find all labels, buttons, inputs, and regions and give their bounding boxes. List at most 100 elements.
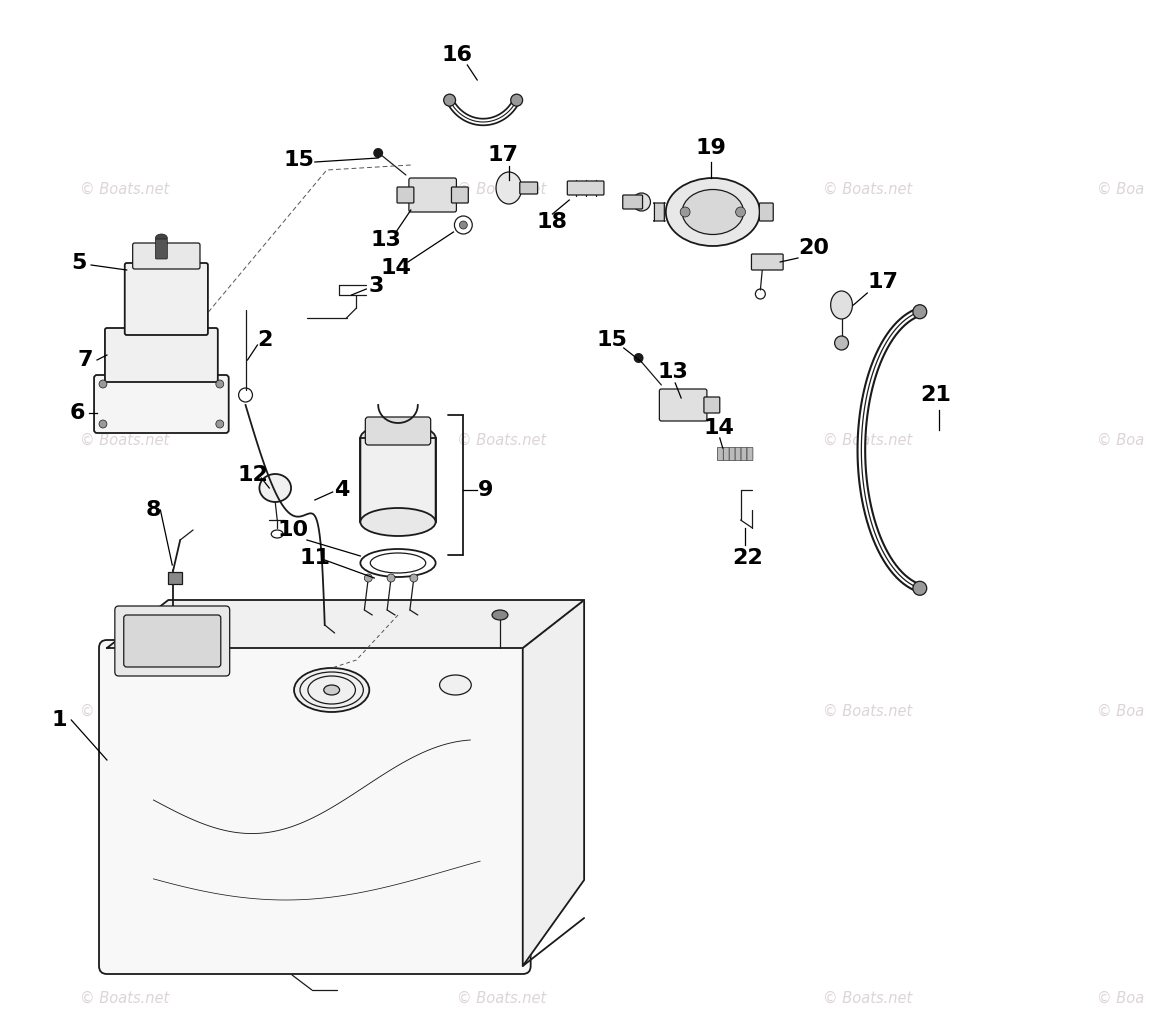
Polygon shape: [523, 600, 584, 966]
FancyBboxPatch shape: [133, 243, 200, 269]
FancyBboxPatch shape: [747, 447, 752, 461]
Circle shape: [634, 353, 644, 362]
FancyBboxPatch shape: [519, 182, 538, 194]
FancyBboxPatch shape: [451, 187, 469, 203]
FancyBboxPatch shape: [653, 203, 666, 221]
Text: 15: 15: [284, 150, 314, 170]
FancyBboxPatch shape: [99, 640, 531, 974]
Text: © Boats.net: © Boats.net: [457, 991, 546, 1006]
Text: 8: 8: [145, 500, 162, 520]
FancyBboxPatch shape: [704, 397, 720, 413]
Text: © Boats.net: © Boats.net: [80, 991, 170, 1006]
FancyBboxPatch shape: [735, 447, 741, 461]
Circle shape: [459, 221, 467, 229]
FancyBboxPatch shape: [724, 447, 729, 461]
Text: 10: 10: [277, 520, 308, 540]
Text: 14: 14: [703, 418, 734, 438]
Text: © Boa: © Boa: [1096, 433, 1144, 447]
Text: 20: 20: [799, 238, 830, 258]
Text: 7: 7: [77, 350, 92, 370]
FancyBboxPatch shape: [759, 203, 773, 221]
Ellipse shape: [156, 234, 167, 242]
Ellipse shape: [360, 424, 435, 452]
Text: © Boa: © Boa: [1096, 991, 1144, 1006]
Text: 13: 13: [370, 230, 402, 250]
FancyBboxPatch shape: [95, 375, 228, 433]
Text: © Boats.net: © Boats.net: [457, 182, 546, 197]
FancyBboxPatch shape: [409, 178, 457, 212]
Text: 9: 9: [478, 480, 493, 500]
FancyBboxPatch shape: [568, 181, 604, 195]
FancyBboxPatch shape: [115, 606, 230, 676]
Text: 11: 11: [299, 548, 330, 568]
FancyBboxPatch shape: [718, 447, 724, 461]
Ellipse shape: [260, 474, 291, 502]
Ellipse shape: [632, 193, 651, 211]
FancyBboxPatch shape: [366, 417, 430, 445]
FancyBboxPatch shape: [741, 447, 747, 461]
FancyBboxPatch shape: [623, 195, 643, 209]
Circle shape: [834, 336, 848, 350]
Circle shape: [913, 305, 927, 318]
Circle shape: [99, 420, 107, 428]
Circle shape: [373, 148, 383, 158]
Circle shape: [913, 582, 927, 595]
Text: 3: 3: [368, 276, 384, 296]
Ellipse shape: [682, 189, 743, 234]
FancyBboxPatch shape: [360, 438, 435, 522]
FancyBboxPatch shape: [105, 328, 218, 382]
Text: 18: 18: [537, 212, 568, 232]
Text: 6: 6: [69, 403, 85, 423]
Circle shape: [99, 380, 107, 388]
Text: 4: 4: [334, 480, 350, 500]
Text: 22: 22: [732, 548, 763, 568]
Text: 5: 5: [72, 253, 87, 273]
FancyBboxPatch shape: [156, 239, 167, 259]
Text: 12: 12: [237, 465, 268, 485]
Circle shape: [365, 574, 373, 582]
Ellipse shape: [360, 508, 435, 536]
Text: © Boa: © Boa: [1096, 705, 1144, 719]
Ellipse shape: [666, 178, 759, 246]
Text: 21: 21: [920, 385, 951, 406]
Text: 16: 16: [442, 45, 473, 65]
Text: 1: 1: [52, 710, 67, 730]
Text: 15: 15: [597, 330, 628, 350]
FancyBboxPatch shape: [123, 615, 220, 667]
Text: 13: 13: [658, 362, 689, 382]
FancyBboxPatch shape: [125, 263, 208, 335]
Text: © Boats.net: © Boats.net: [457, 705, 546, 719]
Circle shape: [443, 94, 456, 106]
Text: © Boats.net: © Boats.net: [823, 182, 912, 197]
Text: 2: 2: [257, 330, 273, 350]
FancyBboxPatch shape: [659, 389, 707, 421]
Ellipse shape: [324, 685, 339, 695]
Ellipse shape: [294, 668, 369, 712]
Text: © Boats.net: © Boats.net: [80, 705, 170, 719]
Ellipse shape: [831, 291, 853, 319]
Text: © Boats.net: © Boats.net: [80, 182, 170, 197]
Text: 19: 19: [696, 138, 726, 158]
Text: 14: 14: [381, 258, 412, 278]
Circle shape: [216, 420, 224, 428]
Circle shape: [387, 574, 395, 582]
Circle shape: [680, 207, 690, 217]
Text: © Boats.net: © Boats.net: [823, 433, 912, 447]
Text: © Boats.net: © Boats.net: [80, 433, 170, 447]
Text: 17: 17: [487, 145, 518, 165]
FancyBboxPatch shape: [729, 447, 735, 461]
Polygon shape: [107, 600, 584, 648]
FancyBboxPatch shape: [168, 572, 182, 584]
Circle shape: [735, 207, 745, 217]
Text: © Boats.net: © Boats.net: [457, 433, 546, 447]
Circle shape: [511, 94, 523, 106]
Text: © Boats.net: © Boats.net: [823, 991, 912, 1006]
Circle shape: [410, 574, 418, 582]
Ellipse shape: [492, 610, 508, 620]
FancyBboxPatch shape: [397, 187, 414, 203]
Ellipse shape: [440, 675, 471, 695]
Circle shape: [216, 380, 224, 388]
Ellipse shape: [496, 172, 522, 204]
Text: © Boats.net: © Boats.net: [823, 705, 912, 719]
FancyBboxPatch shape: [751, 254, 784, 270]
